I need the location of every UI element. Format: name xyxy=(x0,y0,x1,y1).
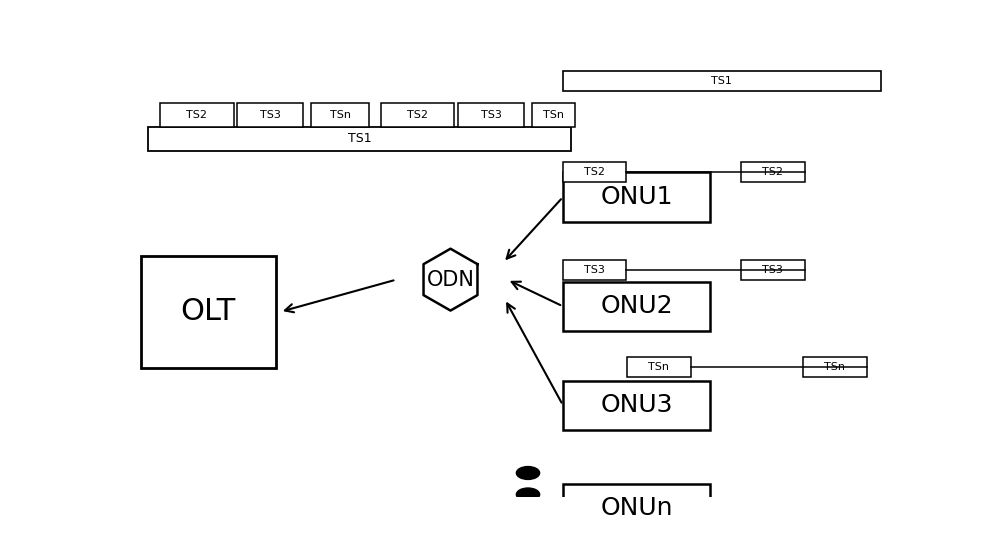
FancyBboxPatch shape xyxy=(160,103,234,127)
FancyBboxPatch shape xyxy=(741,162,805,182)
FancyBboxPatch shape xyxy=(803,358,867,377)
Text: TS3: TS3 xyxy=(481,110,502,121)
FancyBboxPatch shape xyxy=(563,282,710,331)
FancyBboxPatch shape xyxy=(532,103,574,127)
FancyBboxPatch shape xyxy=(140,256,276,368)
Text: TS1: TS1 xyxy=(711,76,732,86)
FancyBboxPatch shape xyxy=(381,103,454,127)
FancyBboxPatch shape xyxy=(627,358,691,377)
Text: ONU2: ONU2 xyxy=(600,295,673,319)
FancyBboxPatch shape xyxy=(458,103,524,127)
FancyBboxPatch shape xyxy=(563,381,710,430)
Circle shape xyxy=(516,466,540,479)
FancyBboxPatch shape xyxy=(563,162,626,182)
Text: TS3: TS3 xyxy=(260,110,281,121)
Text: TS3: TS3 xyxy=(762,264,783,275)
Text: TSn: TSn xyxy=(330,110,351,121)
FancyBboxPatch shape xyxy=(148,127,571,151)
Text: TS2: TS2 xyxy=(407,110,428,121)
Text: TSn: TSn xyxy=(648,362,669,372)
FancyBboxPatch shape xyxy=(311,103,369,127)
FancyBboxPatch shape xyxy=(741,260,805,280)
Text: TS2: TS2 xyxy=(584,167,605,177)
Text: TS1: TS1 xyxy=(348,132,371,146)
FancyBboxPatch shape xyxy=(563,172,710,222)
Text: ODN: ODN xyxy=(427,270,474,290)
Circle shape xyxy=(516,488,540,501)
Text: OLT: OLT xyxy=(181,297,236,326)
Text: TS3: TS3 xyxy=(584,264,605,275)
Text: ONU3: ONU3 xyxy=(600,393,673,417)
FancyBboxPatch shape xyxy=(563,260,626,280)
Text: TSn: TSn xyxy=(543,110,564,121)
Text: TS2: TS2 xyxy=(762,167,783,177)
FancyBboxPatch shape xyxy=(563,71,881,90)
Text: TSn: TSn xyxy=(824,362,845,372)
FancyBboxPatch shape xyxy=(563,484,710,533)
FancyBboxPatch shape xyxy=(237,103,303,127)
Text: TS2: TS2 xyxy=(186,110,207,121)
Text: ONU1: ONU1 xyxy=(600,185,673,209)
Text: ONUn: ONUn xyxy=(600,497,673,521)
